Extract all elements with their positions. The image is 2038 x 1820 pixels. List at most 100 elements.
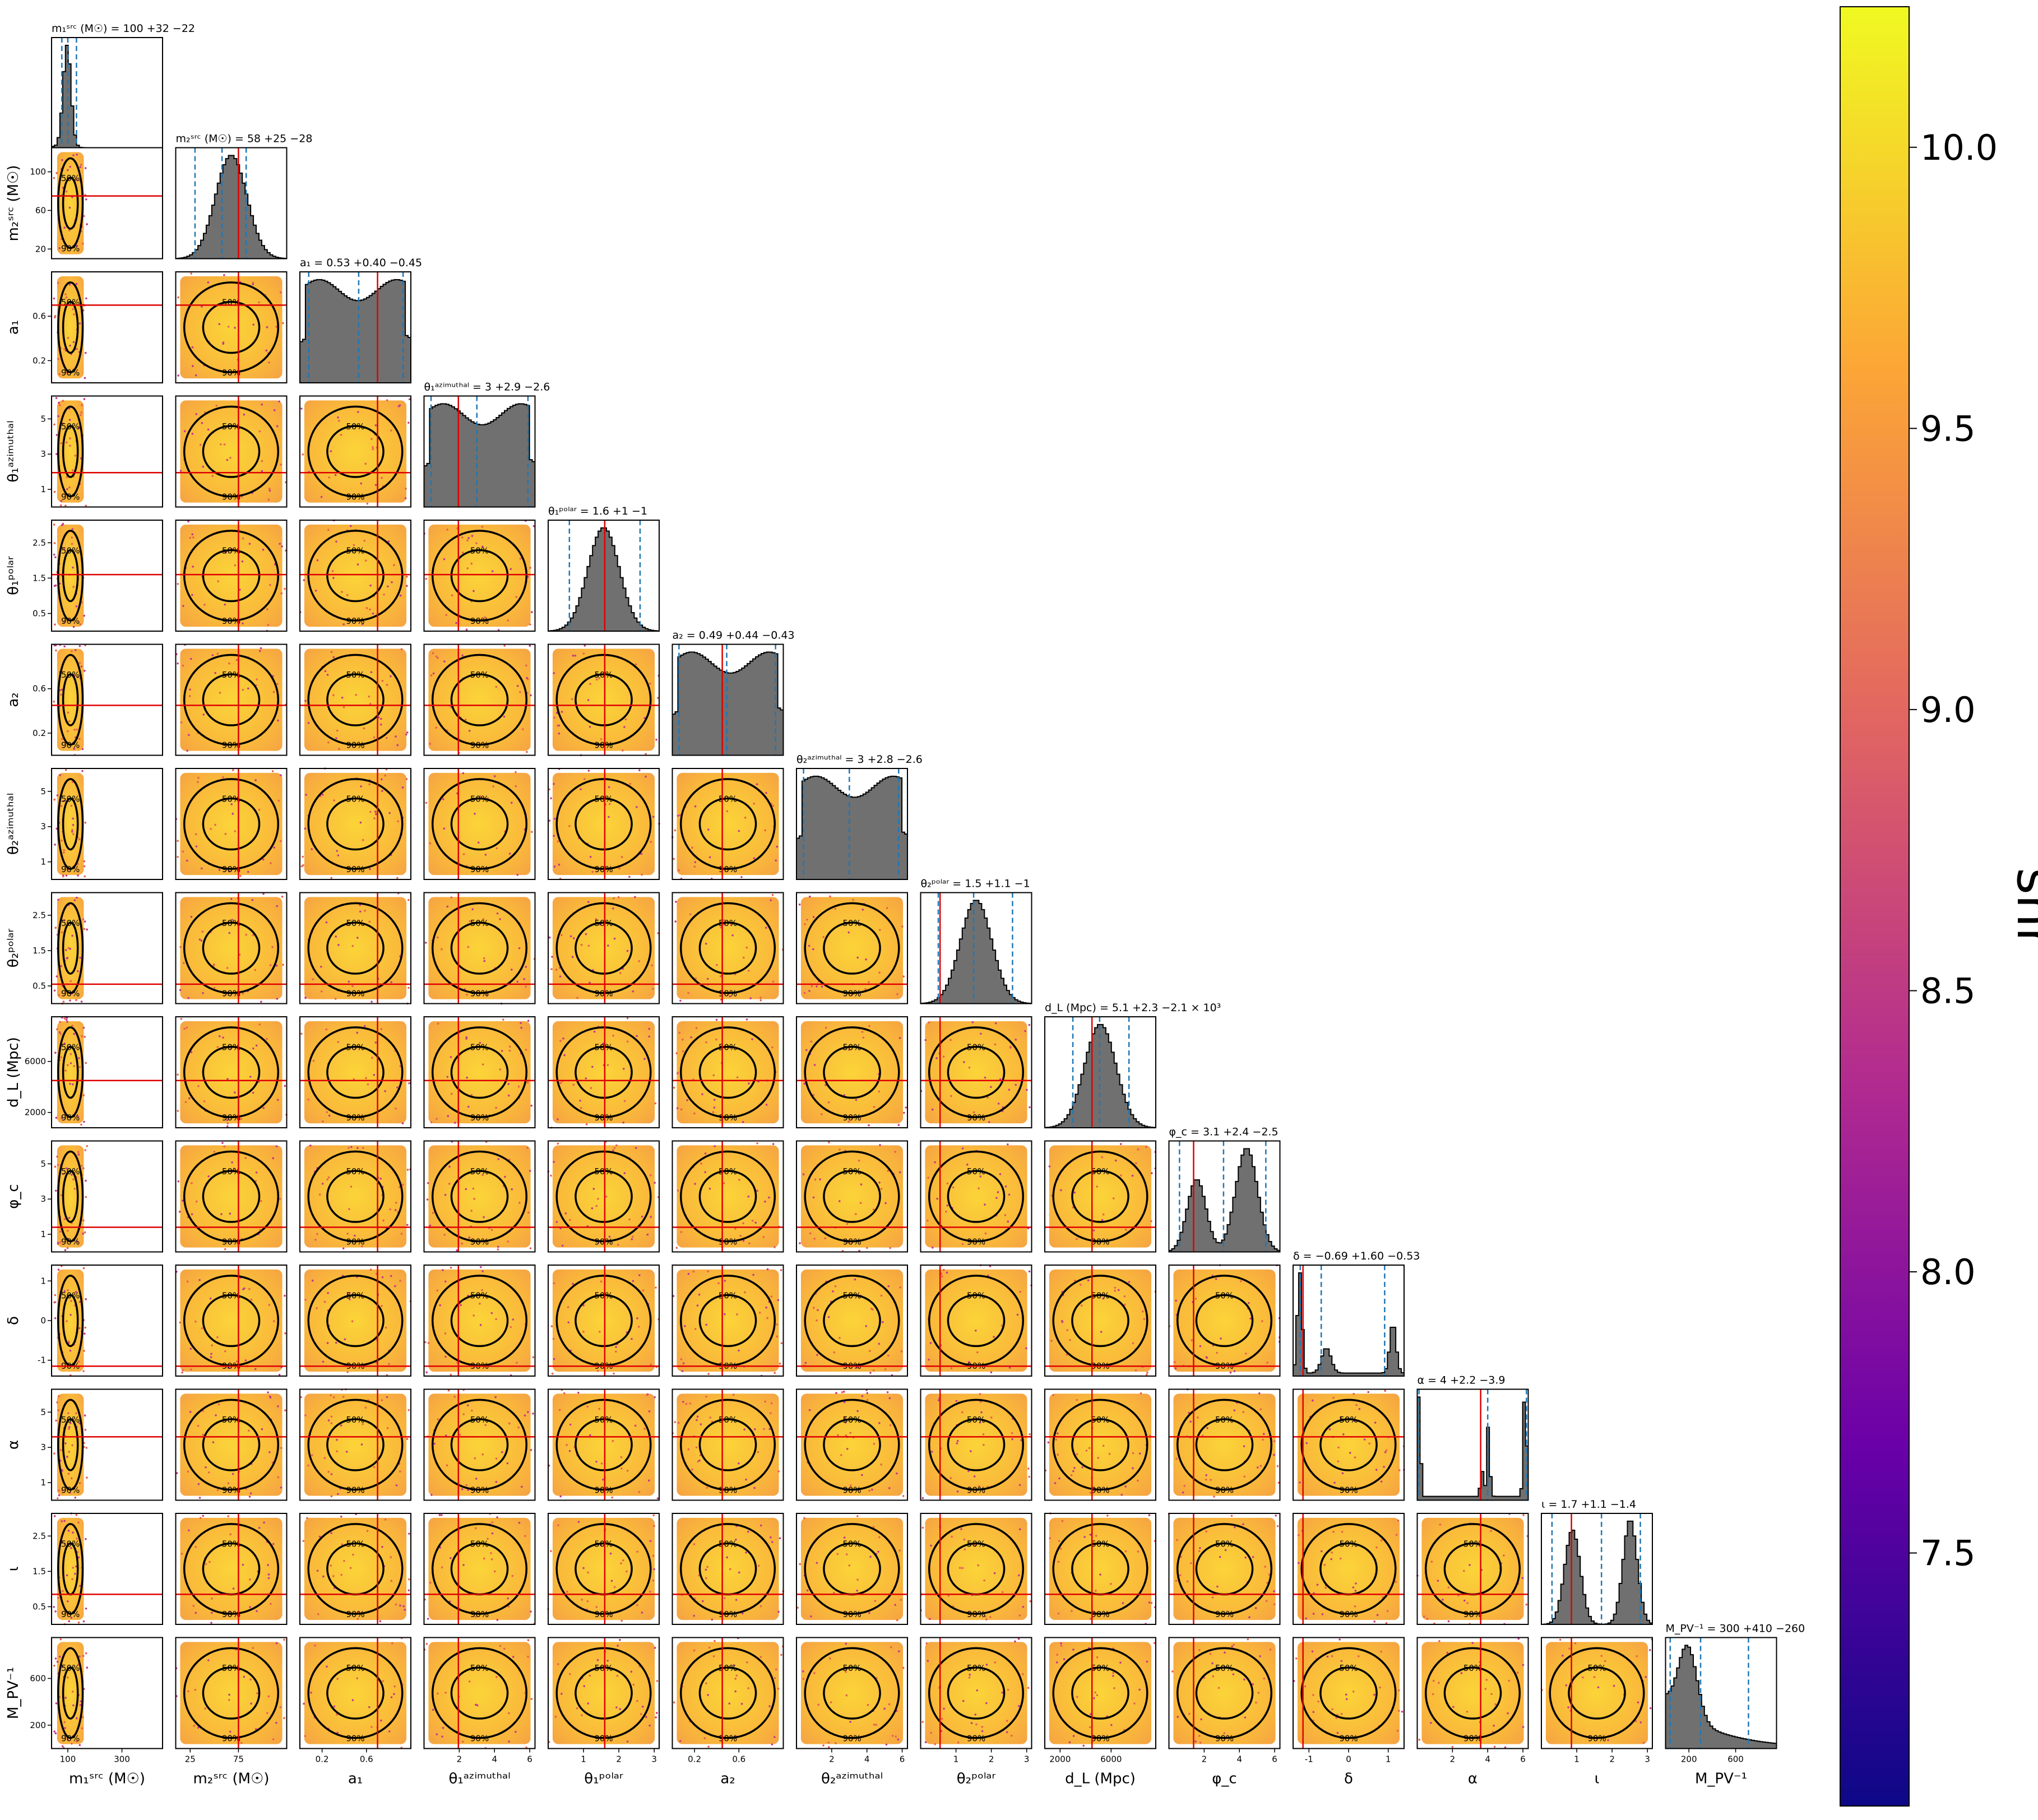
scatter-point <box>503 645 506 647</box>
scatter-point <box>873 1106 876 1108</box>
scatter-point <box>322 1575 325 1578</box>
density-fill <box>1173 1269 1276 1372</box>
scatter-point <box>400 648 403 651</box>
scatter-point <box>759 999 762 1002</box>
scatter-point <box>495 847 498 850</box>
scatter-point <box>810 1040 813 1043</box>
scatter-point <box>607 944 609 947</box>
scatter-point <box>868 1611 870 1614</box>
scatter-point <box>631 1238 633 1240</box>
panel-frame <box>51 1016 163 1128</box>
scatter-point <box>256 1692 258 1694</box>
scatter-point <box>267 1564 270 1566</box>
scatter-point <box>260 647 262 650</box>
scatter-point <box>641 1215 643 1218</box>
scatter-point <box>1649 1707 1652 1710</box>
contour-label: 50% <box>61 545 80 555</box>
scatter-point <box>369 868 371 870</box>
scatter-point <box>1298 1562 1300 1564</box>
scatter-point <box>779 1363 781 1365</box>
scatter-point <box>846 1222 849 1225</box>
scatter-point <box>447 1115 450 1117</box>
panel-frame <box>423 520 536 632</box>
scatter-point <box>698 1459 701 1462</box>
scatter-point <box>1206 1356 1208 1359</box>
scatter-point <box>868 981 870 983</box>
scatter-point <box>57 281 59 284</box>
scatter-point <box>406 575 408 578</box>
scatter-point <box>361 1245 363 1248</box>
scatter-point <box>61 1745 64 1748</box>
scatter-point <box>1089 1492 1092 1494</box>
scatter-point <box>1200 1718 1202 1721</box>
scatter-point <box>589 683 591 685</box>
y-axis-label: a₂ <box>5 692 22 707</box>
scatter-point <box>70 1053 72 1055</box>
contour-90 <box>183 1523 280 1615</box>
scatter-point <box>742 1222 744 1225</box>
pair-panel-t2po-t2az: 50%90% <box>796 892 908 1004</box>
scatter-point <box>847 1120 850 1123</box>
scatter-point <box>562 1037 564 1040</box>
scatter-point <box>234 564 237 567</box>
contour-label: 50% <box>1339 1663 1358 1673</box>
scatter-point <box>326 1111 328 1113</box>
scatter-point <box>268 1451 271 1453</box>
scatter-point <box>78 1655 81 1658</box>
scatter-point <box>314 1645 316 1647</box>
contour-label: 90% <box>842 989 861 999</box>
scatter-point <box>637 1326 640 1328</box>
panel-frame <box>671 892 784 1004</box>
pair-panel-dL-t1az: 50%90% <box>423 1016 536 1128</box>
scatter-point <box>577 1521 580 1523</box>
pair-panel-a1-m1: 50%90%0.20.6a₁ <box>5 271 163 383</box>
scatter-point <box>1493 1724 1495 1727</box>
scatter-point <box>198 1279 201 1281</box>
scatter-point <box>78 1300 81 1303</box>
contour-50 <box>202 1170 261 1223</box>
pair-panel-dL-t1po: 50%90% <box>548 1016 660 1129</box>
scatter-point <box>327 1471 330 1473</box>
scatter-point <box>211 1611 213 1614</box>
scatter-point <box>427 1342 430 1344</box>
scatter-point <box>390 981 393 983</box>
scatter-point <box>68 486 71 489</box>
scatter-point <box>1494 1703 1497 1706</box>
scatter-point <box>650 1363 652 1366</box>
hist-panel-a2: a₂ = 0.49 +0.44 −0.43 <box>671 629 795 756</box>
scatter-point <box>243 1287 246 1290</box>
scatter-point <box>632 1235 634 1238</box>
scatter-point <box>475 1478 478 1480</box>
scatter-point <box>1452 1706 1455 1708</box>
density-fill <box>677 1145 779 1248</box>
scatter-point <box>355 693 358 696</box>
pair-panel-a2-m2: 50%90% <box>175 643 288 756</box>
x-tick-label: 4 <box>492 1754 497 1765</box>
panel-frame <box>51 395 163 508</box>
scatter-point <box>624 718 627 721</box>
scatter-point <box>69 1422 72 1424</box>
scatter-point <box>179 470 182 472</box>
scatter-point <box>559 975 562 978</box>
scatter-point <box>1375 1546 1378 1549</box>
scatter-point <box>70 1546 72 1549</box>
scatter-cloud <box>674 893 784 1002</box>
contour-label: 90% <box>1091 1609 1109 1619</box>
density-fill <box>180 1021 282 1124</box>
scatter-point <box>183 1027 186 1030</box>
scatter-point <box>57 358 59 360</box>
contour-label: 50% <box>1215 1290 1234 1300</box>
scatter-point <box>734 1228 737 1230</box>
scatter-point <box>1447 1586 1450 1589</box>
scatter-point <box>1153 1642 1156 1645</box>
pair-panel-alpha-t2az: 50%90% <box>796 1388 908 1501</box>
scatter-point <box>654 1396 656 1398</box>
scatter-point <box>1460 1672 1463 1674</box>
scatter-point <box>809 1232 812 1235</box>
scatter-cloud <box>423 1639 533 1749</box>
density-fill <box>180 1642 282 1744</box>
contour-label: 90% <box>470 1734 489 1744</box>
scatter-point <box>336 1438 338 1441</box>
scatter-point <box>1355 1582 1357 1585</box>
scatter-point <box>694 861 697 863</box>
